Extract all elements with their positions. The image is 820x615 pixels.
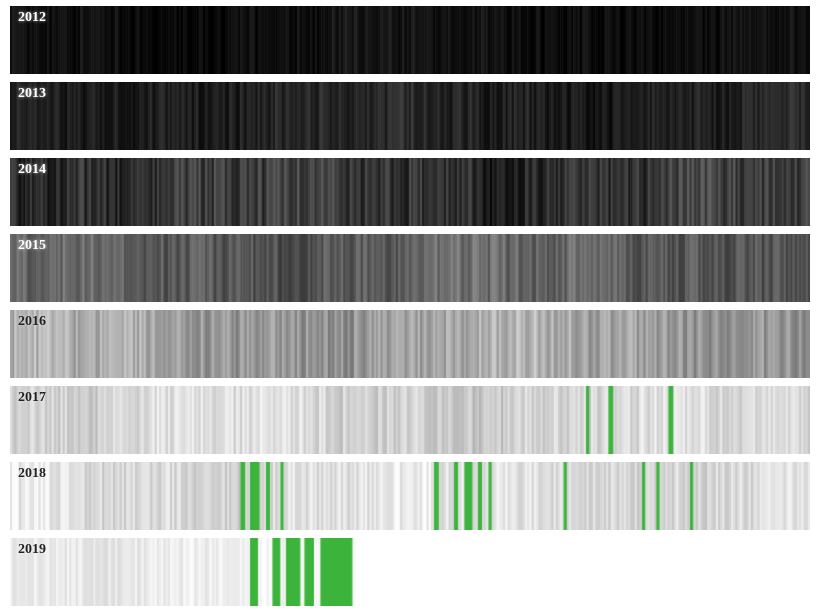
year-row: 2016: [10, 310, 810, 378]
year-row: 2018: [10, 462, 810, 530]
year-row: 2019: [10, 538, 810, 606]
stripe-canvas: [10, 6, 810, 74]
timeline-container: 2012 2013 2014 2015 2016 2017 2018 2019: [10, 6, 810, 606]
year-row: 2014: [10, 158, 810, 226]
stripe-canvas: [10, 386, 810, 454]
stripe-canvas: [10, 82, 810, 150]
stripe-canvas: [10, 462, 810, 530]
stripe-canvas: [10, 310, 810, 378]
year-row: 2017: [10, 386, 810, 454]
year-row: 2012: [10, 6, 810, 74]
year-row: 2015: [10, 234, 810, 302]
year-row: 2013: [10, 82, 810, 150]
stripe-canvas: [10, 538, 810, 606]
stripe-canvas: [10, 234, 810, 302]
stripe-canvas: [10, 158, 810, 226]
